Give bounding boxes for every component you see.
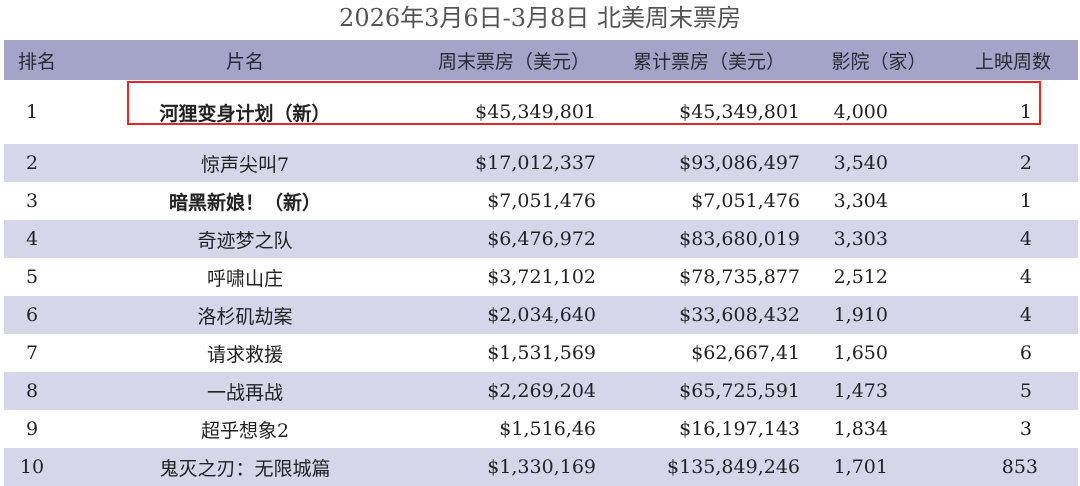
title-cell: 河狸变身计划（新） bbox=[159, 102, 331, 125]
rank-cell: 1 bbox=[25, 101, 39, 123]
theaters-cell: 1,650 bbox=[833, 342, 888, 364]
weeks-cell: 4 bbox=[1019, 228, 1032, 250]
theaters-cell: 2,512 bbox=[833, 266, 888, 288]
table-title: 2026年3月6日-3月8日 北美周末票房 bbox=[339, 4, 741, 32]
rank-cell: 4 bbox=[25, 228, 39, 250]
total-gross-cell: $135,849,246 bbox=[667, 456, 800, 478]
total-gross-cell: $78,735,877 bbox=[679, 266, 800, 288]
table-row: 3 暗黑新娘！（新） $7,051,476 $7,051,476 3,304 1 bbox=[4, 182, 1078, 220]
table-row: 8 一战再战 $2,269,204 $65,725,591 1,473 5 bbox=[4, 372, 1078, 410]
rank-cell: 9 bbox=[25, 418, 39, 440]
weeks-cell: 2 bbox=[1019, 152, 1032, 174]
weekend-gross-cell: $1,531,569 bbox=[487, 342, 596, 364]
rank-cell: 3 bbox=[25, 190, 39, 212]
theaters-cell: 1,910 bbox=[833, 304, 888, 326]
title-cell: 请求救援 bbox=[206, 343, 283, 366]
total-gross-cell: $65,725,591 bbox=[679, 380, 800, 402]
header-row: 排名 片名 周末票房（美元） 累计票房（美元） 影院（家） 上映周数 bbox=[4, 40, 1078, 80]
header-rank: 排名 bbox=[17, 50, 56, 73]
title-cell: 呼啸山庄 bbox=[206, 267, 283, 290]
box-office-table: 排名 片名 周末票房（美元） 累计票房（美元） 影院（家） 上映周数 1 河狸变… bbox=[4, 40, 1078, 486]
theaters-cell: 3,304 bbox=[833, 190, 888, 212]
total-gross-cell: $16,197,143 bbox=[679, 418, 800, 440]
table-row: 4 奇迹梦之队 $6,476,972 $83,680,019 3,303 4 bbox=[4, 220, 1078, 258]
weeks-cell: 1 bbox=[1019, 190, 1032, 212]
title-cell: 暗黑新娘！（新） bbox=[168, 191, 321, 214]
header-title: 片名 bbox=[225, 50, 264, 73]
rank-cell: 6 bbox=[25, 304, 39, 326]
title-cell: 惊声尖叫7 bbox=[200, 153, 290, 176]
weeks-cell: 4 bbox=[1019, 304, 1032, 326]
rank-cell: 8 bbox=[25, 380, 39, 402]
total-gross-cell: $93,086,497 bbox=[679, 152, 800, 174]
weeks-cell: 4 bbox=[1019, 266, 1032, 288]
weekend-gross-cell: $6,476,972 bbox=[487, 228, 596, 250]
weekend-gross-cell: $2,269,204 bbox=[487, 380, 596, 402]
header-total-gross: 累计票房（美元） bbox=[632, 50, 785, 73]
table-row: 5 呼啸山庄 $3,721,102 $78,735,877 2,512 4 bbox=[4, 258, 1078, 296]
weekend-gross-cell: $17,012,337 bbox=[475, 152, 596, 174]
theaters-cell: 3,540 bbox=[833, 152, 888, 174]
weekend-gross-cell: $2,034,640 bbox=[487, 304, 596, 326]
title-cell: 一战再战 bbox=[206, 381, 283, 404]
weekend-gross-cell: $45,349,801 bbox=[475, 101, 596, 123]
weekend-gross-cell: $1,330,169 bbox=[487, 456, 596, 478]
weekend-gross-cell: $1,516,46 bbox=[499, 418, 596, 440]
rank-cell: 5 bbox=[25, 266, 39, 288]
total-gross-cell: $7,051,476 bbox=[691, 190, 800, 212]
total-gross-cell: $83,680,019 bbox=[679, 228, 800, 250]
table-row: 2 惊声尖叫7 $17,012,337 $93,086,497 3,540 2 bbox=[4, 144, 1078, 182]
title-cell: 奇迹梦之队 bbox=[197, 229, 293, 252]
rank-cell: 7 bbox=[25, 342, 39, 364]
theaters-cell: 1,473 bbox=[833, 380, 888, 402]
header-theaters: 影院（家） bbox=[831, 50, 927, 73]
theaters-cell: 3,303 bbox=[833, 228, 888, 250]
weekend-gross-cell: $3,721,102 bbox=[487, 266, 596, 288]
title-cell: 超乎想象2 bbox=[200, 419, 290, 442]
total-gross-cell: $33,608,432 bbox=[679, 304, 800, 326]
weekend-gross-cell: $7,051,476 bbox=[487, 190, 596, 212]
table-row: 10 鬼灭之刃：无限城篇 $1,330,169 $135,849,246 1,7… bbox=[4, 448, 1078, 486]
total-gross-cell: $62,667,41 bbox=[691, 342, 800, 364]
weeks-cell: 6 bbox=[1019, 342, 1032, 364]
weeks-cell: 3 bbox=[1019, 418, 1032, 440]
table-row: 7 请求救援 $1,531,569 $62,667,41 1,650 6 bbox=[4, 334, 1078, 372]
total-gross-cell: $45,349,801 bbox=[679, 101, 800, 123]
header-weeks: 上映周数 bbox=[974, 50, 1051, 73]
weeks-cell: 1 bbox=[1019, 101, 1032, 123]
header-weekend-gross: 周末票房（美元） bbox=[437, 50, 590, 73]
theaters-cell: 1,701 bbox=[833, 456, 888, 478]
table-row: 1 河狸变身计划（新） $45,349,801 $45,349,801 4,00… bbox=[4, 80, 1078, 144]
theaters-cell: 1,834 bbox=[833, 418, 888, 440]
title-cell: 洛杉矶劫案 bbox=[197, 305, 293, 328]
title-cell: 鬼灭之刃：无限城篇 bbox=[159, 457, 331, 480]
weeks-cell: 5 bbox=[1019, 380, 1032, 402]
theaters-cell: 4,000 bbox=[833, 101, 888, 123]
table-row: 6 洛杉矶劫案 $2,034,640 $33,608,432 1,910 4 bbox=[4, 296, 1078, 334]
weeks-cell: 853 bbox=[1001, 456, 1038, 478]
rank-cell: 2 bbox=[25, 152, 39, 174]
table-row: 9 超乎想象2 $1,516,46 $16,197,143 1,834 3 bbox=[4, 410, 1078, 448]
rank-cell: 10 bbox=[19, 456, 45, 478]
